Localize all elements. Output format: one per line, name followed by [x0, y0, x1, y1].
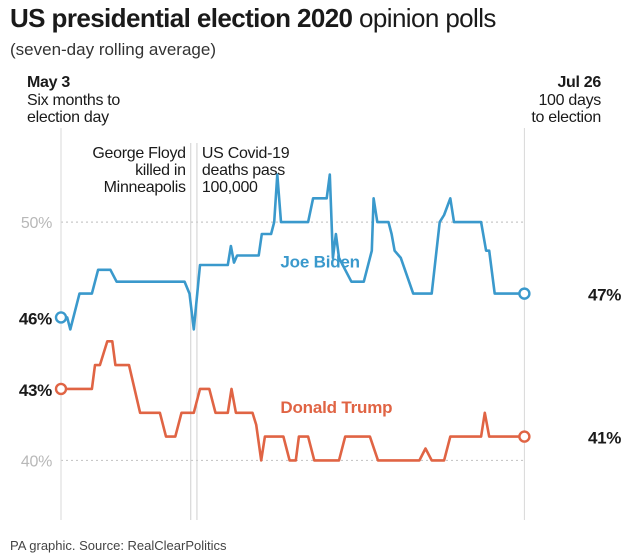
- y-tick-label-2: 40%: [21, 453, 52, 470]
- donald-trump-line: [59, 340, 526, 462]
- donald-trump-start-marker: [54, 382, 68, 396]
- end-date-note-1: 100 days: [538, 92, 601, 109]
- donald-trump-series-label: Donald Trump: [280, 398, 392, 417]
- end-date-note-2: to election: [531, 109, 601, 126]
- y-tick-label-1: 50%: [21, 215, 52, 232]
- event-1-label-line-1: George Floyd: [92, 145, 185, 162]
- source-note: PA graphic. Source: RealClearPolitics: [10, 538, 227, 553]
- start-date-note-2: election day: [27, 109, 109, 126]
- donald-trump-end-marker: [518, 430, 531, 443]
- chart-title-bold: US presidential election 2020: [10, 3, 353, 33]
- joe-biden-line: [59, 173, 526, 331]
- joe-biden-series-label: Joe Biden: [280, 252, 359, 271]
- end-date-label: Jul 26: [557, 74, 601, 91]
- event-2-label-line-1: US Covid-19: [202, 145, 290, 162]
- donald-trump-end-value: 41%: [588, 429, 621, 448]
- event-2-label-line-3: 100,000: [202, 179, 258, 196]
- reference-lines: [60, 128, 525, 520]
- event-1-label-line-2: killed in: [135, 162, 186, 179]
- joe-biden-end-marker: [518, 287, 531, 300]
- chart-title: US presidential election 2020 opinion po…: [10, 3, 496, 34]
- joe-biden-end-value: 47%: [588, 286, 621, 305]
- event-1-label-line-3: Minneapolis: [104, 179, 186, 196]
- joe-biden-start-value: 46%: [19, 309, 52, 328]
- chart-subtitle: (seven-day rolling average): [10, 40, 216, 59]
- start-date-note-1: Six months to: [27, 92, 120, 109]
- joe-biden-start-marker: [54, 311, 68, 324]
- start-date-label: May 3: [27, 74, 70, 91]
- donald-trump-start-value: 43%: [19, 381, 52, 400]
- series-lines: [54, 173, 531, 462]
- event-2-label-line-2: deaths pass: [202, 162, 285, 179]
- chart-title-rest: opinion polls: [359, 3, 496, 33]
